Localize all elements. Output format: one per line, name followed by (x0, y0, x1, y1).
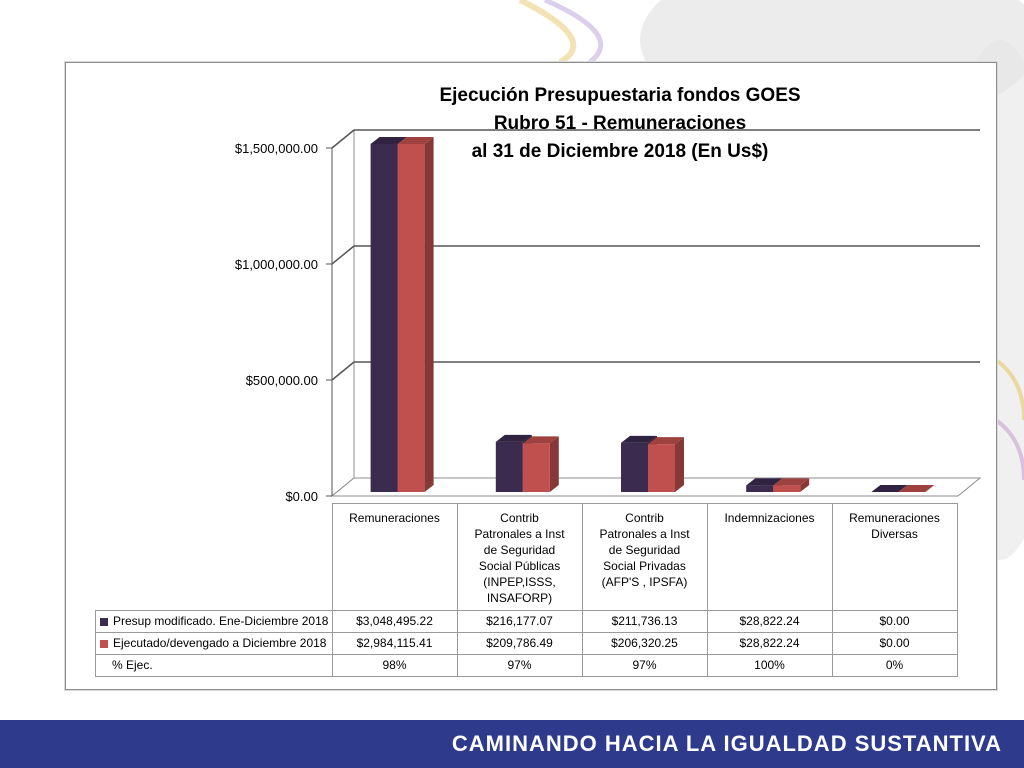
category-label-line: Diversas (871, 527, 918, 541)
footer-banner: CAMINANDO HACIA LA IGUALDAD SUSTANTIVA (0, 720, 1024, 768)
table-cell: 97% (581, 653, 708, 677)
bar-top (522, 436, 559, 444)
bar-top (871, 485, 908, 492)
y-tick-label: $0.00 (285, 489, 318, 504)
category-label-line: Social Públicas (478, 559, 561, 573)
bar-top (746, 478, 783, 486)
category-label-line: Patronales a Inst (599, 527, 690, 541)
category-label-line: (AFP'S , IPSFA) (601, 575, 688, 589)
chart-title-line-3: al 31 de Diciembre 2018 (En Us$) (471, 141, 769, 162)
series-row-presup: Presup modificado. Ene-Diciembre 2018 $3… (95, 609, 958, 633)
table-cell: $211,736.13 (581, 609, 708, 633)
bar-side (424, 137, 434, 492)
table-cell: $0.00 (831, 631, 958, 655)
table-cell: $2,984,115.41 (331, 631, 458, 655)
footer-text: CAMINANDO HACIA LA IGUALDAD SUSTANTIVA (451, 731, 1002, 756)
data-table: Remuneraciones Contrib Patronales a Inst d… (95, 503, 958, 677)
table-cell: 97% (456, 653, 583, 677)
category-label-line: Remuneraciones (849, 511, 940, 525)
bar-side (675, 437, 684, 492)
bar (621, 442, 648, 492)
chart-title: Ejecución Presupuestaria fondos GOES Rub… (350, 82, 890, 166)
chart-title-line-2: Rubro 51 - Remuneraciones (493, 113, 747, 134)
table-cell: $28,822.24 (706, 631, 833, 655)
category-label-line: Patronales a Inst (474, 527, 565, 541)
category-label-line: de Seguridad (483, 543, 556, 557)
bar (397, 144, 425, 492)
bar-top (621, 435, 657, 443)
percent-row: % Ejec. 98% 97% 97% 100% 0% (95, 653, 958, 677)
table-cell: $0.00 (831, 609, 958, 633)
legend-swatch-ejecutado (100, 639, 108, 648)
category-contrib-publicas: Contrib Patronales a Inst de Seguridad Soci… (456, 503, 583, 611)
legend-presup: Presup modificado. Ene-Diciembre 2018 (95, 609, 333, 633)
category-contrib-privadas: Contrib Patronales a Inst de Seguridad Soci… (581, 503, 708, 611)
bar (648, 444, 675, 492)
bar-chart: $0.00 $500,000.00 $1,000,000.00 $1,500,000.… (235, 128, 982, 504)
chart-title-line-1: Ejecución Presupuestaria fondos GOES (439, 85, 801, 106)
category-label-line: INSAFORP) (486, 591, 553, 605)
table-cell: 98% (331, 653, 458, 677)
table-cell: $209,786.49 (456, 631, 583, 655)
category-label-line: Contrib (625, 511, 664, 525)
bar-side (549, 436, 559, 492)
legend-swatch-presup (100, 617, 108, 626)
category-label-line: de Seguridad (608, 543, 681, 557)
category-label-line: (INPEP,ISSS, (483, 575, 556, 589)
bar (495, 441, 523, 492)
percent-row-label: % Ejec. (95, 653, 333, 677)
y-tick-label: $1,000,000.00 (235, 257, 318, 272)
table-cell: $3,048,495.22 (331, 609, 458, 633)
category-indemnizaciones: Indemnizaciones (706, 503, 833, 611)
table-cell: $216,177.07 (456, 609, 583, 633)
bar-top (773, 478, 810, 486)
table-cell: $206,320.25 (581, 631, 708, 655)
bar-side (800, 478, 810, 492)
legend-label-presup: Presup modificado. Ene-Diciembre 2018 (113, 614, 329, 628)
bar (370, 144, 398, 492)
category-row: Remuneraciones Contrib Patronales a Inst d… (95, 503, 958, 611)
gridline-depth (331, 245, 355, 265)
series-row-ejecutado: Ejecutado/devengado a Diciembre 2018 $2,… (95, 631, 958, 655)
legend-label-ejecutado: Ejecutado/devengado a Diciembre 2018 (113, 636, 327, 650)
bar (773, 485, 801, 492)
bar-top (370, 137, 407, 144)
chart-side-wall (331, 128, 355, 498)
y-tick-label: $500,000.00 (246, 373, 318, 388)
gridline-depth (331, 361, 355, 381)
category-remuneraciones-diversas: Remuneraciones Diversas (831, 503, 958, 611)
bar-top (898, 485, 935, 492)
table-cell: 0% (831, 653, 958, 677)
table-cell: $28,822.24 (706, 609, 833, 633)
legend-ejecutado: Ejecutado/devengado a Diciembre 2018 (95, 631, 333, 655)
y-tick-label: $1,500,000.00 (235, 141, 318, 156)
category-label-line: Remuneraciones (349, 511, 440, 525)
category-remuneraciones: Remuneraciones (331, 503, 458, 611)
gridline-depth (331, 129, 355, 149)
bar-top (495, 434, 532, 442)
bar (522, 443, 550, 492)
table-cell: 100% (706, 653, 833, 677)
bar-top (397, 137, 434, 144)
category-label-line: Social Privadas (603, 559, 686, 573)
bar (746, 485, 774, 492)
bar-top (648, 437, 684, 445)
category-label-line: Indemnizaciones (724, 511, 815, 525)
category-label-line: Contrib (500, 511, 539, 525)
